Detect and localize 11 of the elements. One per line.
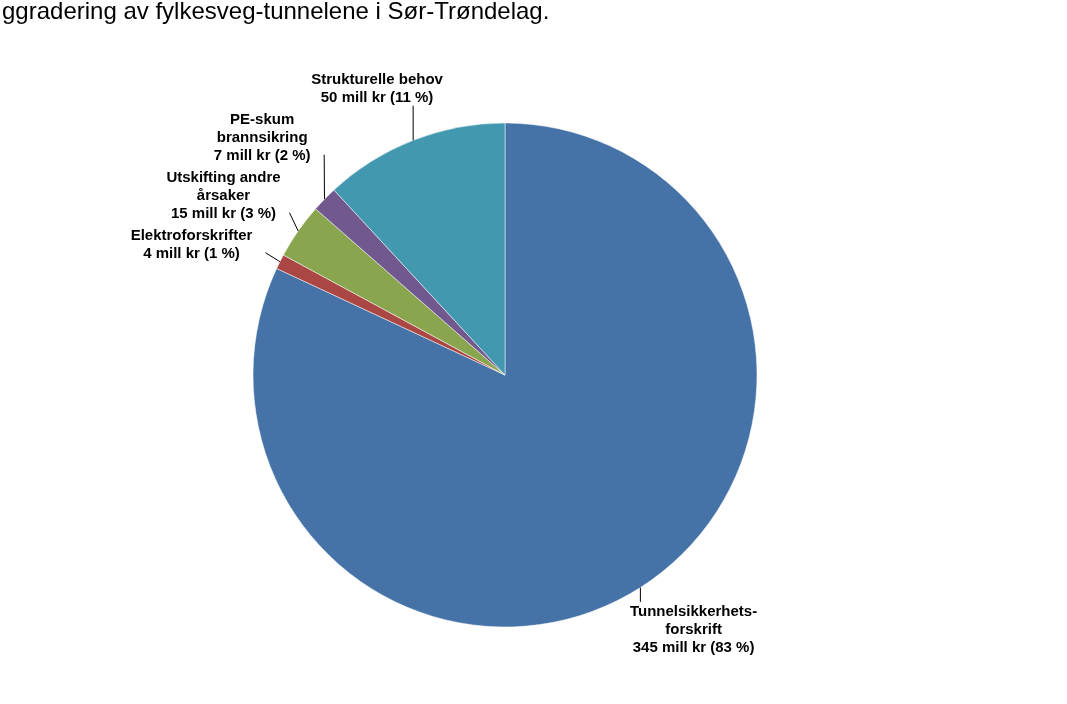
data-label: 15 mill kr (3 %) [170, 204, 277, 222]
slice-label: Utskifting andre årsaker [166, 168, 281, 204]
data-label: 7 mill kr (2 %) [213, 146, 311, 164]
slice-label: Strukturelle behov [311, 70, 444, 88]
data-label: 345 mill kr (83 %) [632, 638, 755, 656]
slice-label: PE-skum brannsikring [216, 110, 308, 146]
data-label: 50 mill kr (11 %) [320, 88, 434, 106]
data-label: 4 mill kr (1 %) [143, 244, 240, 262]
slice-label: Tunnelsikkerhets-forskrift [629, 602, 758, 638]
slice-label: Elektroforskrifter [130, 226, 253, 244]
chart-title: ggradering av fylkesveg-tunnelene i Sør-Trøndelag. [2, 0, 550, 24]
